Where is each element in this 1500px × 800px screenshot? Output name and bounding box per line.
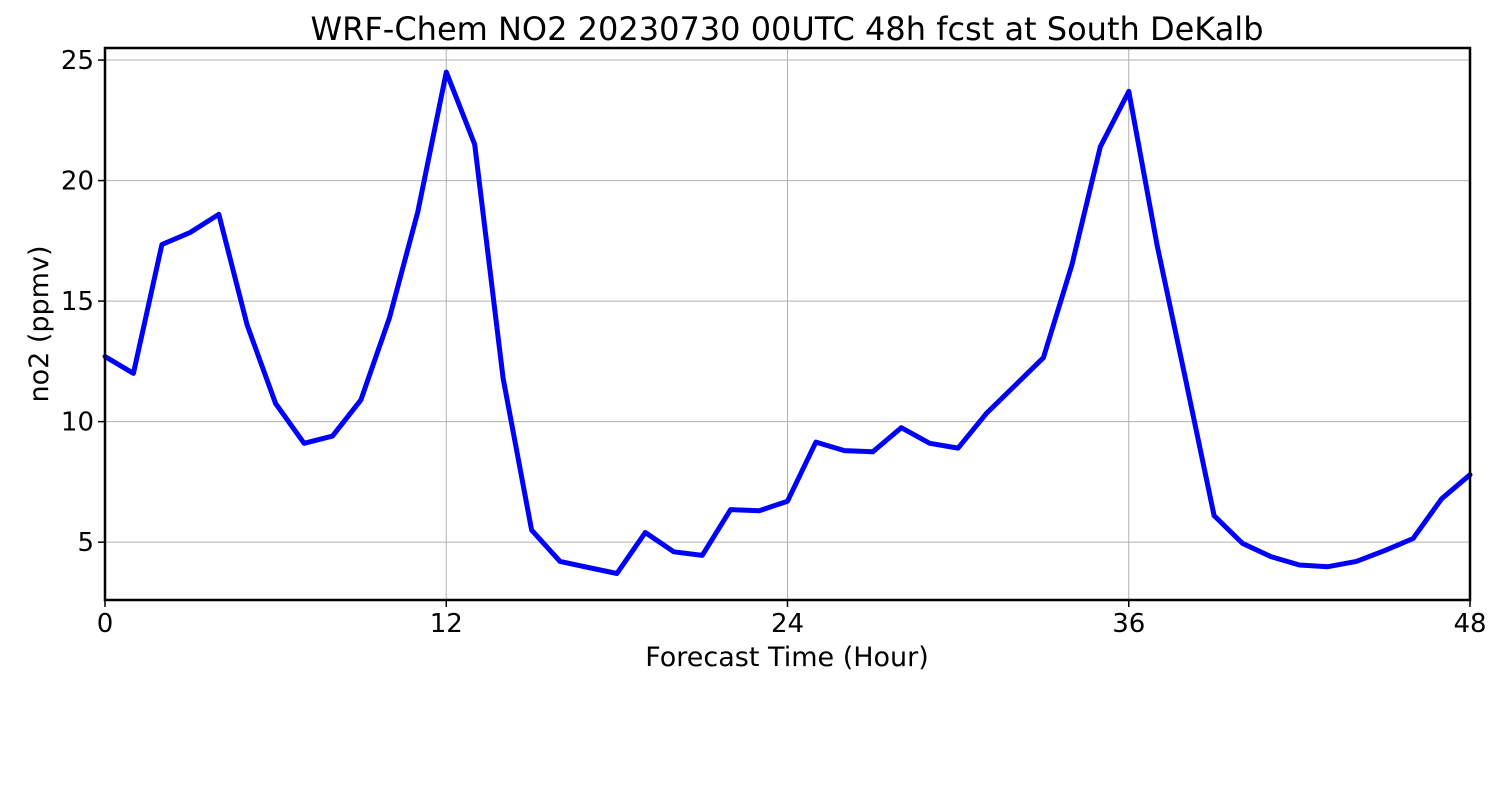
x-tick-label: 0 bbox=[97, 609, 114, 639]
y-tick-label: 25 bbox=[61, 46, 94, 76]
y-tick-label: 10 bbox=[61, 408, 94, 438]
y-tick-label: 15 bbox=[61, 287, 94, 317]
plot-frame bbox=[103, 46, 1472, 602]
x-axis-ticks: 0 12 24 36 48 bbox=[97, 600, 1487, 639]
x-axis-label: Forecast Time (Hour) bbox=[645, 642, 929, 673]
y-tick-label: 5 bbox=[77, 528, 94, 558]
x-tick-label: 48 bbox=[1453, 609, 1486, 639]
no2-series-line bbox=[102, 69, 1473, 576]
grid-lines bbox=[104, 48, 1471, 600]
x-tick-label: 36 bbox=[1112, 609, 1145, 639]
chart-title: WRF-Chem NO2 20230730 00UTC 48h fcst at … bbox=[311, 10, 1264, 48]
y-axis-ticks: 5 10 15 20 25 bbox=[61, 46, 105, 558]
x-tick-label: 24 bbox=[771, 609, 804, 639]
x-tick-label: 12 bbox=[430, 609, 463, 639]
y-axis-label: no2 (ppmv) bbox=[24, 245, 55, 402]
y-tick-label: 20 bbox=[61, 167, 94, 197]
